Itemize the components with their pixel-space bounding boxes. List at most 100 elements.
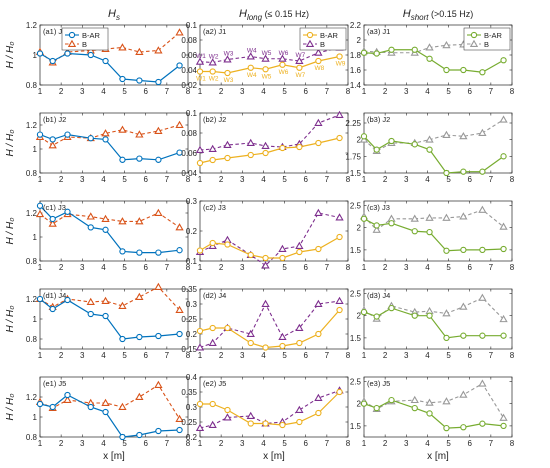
data-point-B-AR bbox=[136, 155, 143, 162]
data-point-B bbox=[48, 219, 57, 227]
data-point-B-AR bbox=[373, 50, 380, 57]
data-point-B bbox=[154, 380, 163, 388]
data-point-B bbox=[278, 244, 287, 252]
data-point-B-AR bbox=[360, 400, 368, 407]
column-title-sub: short bbox=[411, 13, 430, 22]
data-point-B-AR bbox=[209, 239, 216, 247]
y-tick-label: 2.5 bbox=[350, 377, 362, 386]
data-point-B-AR bbox=[176, 426, 183, 434]
data-point-B bbox=[478, 128, 487, 136]
panel-label: (a2) J1 bbox=[203, 27, 226, 36]
y-tick-label: 0.8 bbox=[26, 335, 38, 344]
y-tick-label: 1.5 bbox=[350, 169, 362, 178]
x-tick-label: 6 bbox=[467, 439, 472, 448]
data-point-B-AR bbox=[315, 330, 322, 338]
data-point-B bbox=[208, 58, 217, 66]
y-tick-label: 1.5 bbox=[350, 422, 362, 431]
plot-frame bbox=[39, 376, 189, 438]
data-point-B-AR bbox=[262, 66, 269, 73]
data-point-B-AR bbox=[360, 133, 368, 140]
data-point-B-AR bbox=[87, 51, 94, 59]
y-tick-label: 0.08 bbox=[181, 129, 197, 138]
panel-a2: 1 2 3 4 5 6 7 80.020.040.060.080.1W1W1W2W2W3W3W… bbox=[181, 21, 350, 96]
data-point-B-AR bbox=[36, 400, 44, 408]
panel-b1: 1 2 3 4 5 6 7 80.811.2(b1) J2H / H₀ bbox=[5, 112, 191, 184]
data-point-B-AR bbox=[247, 420, 254, 427]
data-point-B bbox=[459, 132, 468, 140]
data-point-B-AR bbox=[87, 310, 94, 318]
legend-label: B-AR bbox=[82, 31, 101, 40]
panel-label: (a3) J1 bbox=[367, 27, 390, 36]
data-point-B-AR bbox=[262, 420, 269, 427]
data-point-B-AR bbox=[262, 149, 269, 157]
x-tick-label: 6 bbox=[303, 263, 308, 272]
x-tick-label: 4 bbox=[261, 439, 266, 448]
data-point-B-AR bbox=[336, 306, 343, 314]
data-point-B-AR bbox=[136, 249, 143, 256]
x-tick-label: 6 bbox=[303, 439, 308, 448]
panel-label: (e1) J5 bbox=[43, 379, 66, 388]
data-point-B-AR bbox=[209, 324, 216, 332]
x-tick-label: 8 bbox=[186, 351, 191, 360]
x-tick-label: 1 bbox=[38, 175, 43, 184]
data-point-B bbox=[175, 120, 184, 128]
y-tick-label: 1.75 bbox=[345, 152, 361, 161]
data-point-B bbox=[246, 411, 255, 419]
data-point-B bbox=[118, 301, 127, 309]
y-tick-label: 0.04 bbox=[181, 66, 197, 75]
x-tick-label: 1 bbox=[198, 87, 203, 96]
column-title-sub: s bbox=[116, 13, 120, 22]
data-point-B-AR bbox=[336, 53, 343, 60]
plot-frame bbox=[199, 112, 349, 174]
point-label-B: W4 bbox=[247, 48, 257, 55]
data-point-B-AR bbox=[426, 410, 433, 417]
plot-frame bbox=[363, 288, 513, 350]
panel-e3: 1 2 3 4 5 6 7 8 1.5 2 2.5 (e3) J5 x [m] bbox=[350, 376, 515, 462]
data-point-B-AR bbox=[460, 332, 467, 339]
panel-label: (c2) J3 bbox=[203, 203, 226, 212]
x-tick-label: 6 bbox=[143, 175, 148, 184]
legend-label: B bbox=[82, 40, 87, 49]
data-point-B-AR bbox=[500, 422, 507, 430]
data-point-B bbox=[195, 343, 205, 351]
y-tick-label: 1 bbox=[33, 413, 38, 422]
column-title-suffix: (≤ 0.15 Hz) bbox=[262, 9, 309, 19]
y-tick-label: 1 bbox=[33, 145, 38, 154]
x-tick-label: 6 bbox=[143, 263, 148, 272]
panel-e2: 1 2 3 4 5 6 7 80.20.250.30.350.4(e2) J5x [m] bbox=[181, 373, 350, 462]
x-axis-label: x [m] bbox=[103, 451, 125, 462]
y-tick-label: 0.2 bbox=[186, 330, 198, 339]
data-point-B bbox=[261, 54, 270, 62]
x-tick-label: 2 bbox=[219, 439, 224, 448]
plot-frame bbox=[363, 200, 513, 262]
data-point-B-AR bbox=[209, 400, 216, 408]
data-point-B-AR bbox=[426, 146, 433, 153]
x-tick-label: 1 bbox=[198, 439, 203, 448]
data-point-B-AR bbox=[102, 408, 109, 416]
data-point-B bbox=[335, 110, 344, 118]
x-tick-label: 7 bbox=[489, 351, 494, 360]
y-tick-label: 1.2 bbox=[26, 209, 38, 218]
data-point-B bbox=[295, 56, 304, 64]
y-tick-label: 0.1 bbox=[186, 21, 198, 30]
x-tick-label: 1 bbox=[198, 263, 203, 272]
x-tick-label: 2 bbox=[219, 175, 224, 184]
data-point-B-AR bbox=[336, 388, 343, 396]
x-tick-label: 3 bbox=[80, 439, 85, 448]
data-point-B-AR bbox=[373, 313, 380, 320]
data-point-B-AR bbox=[224, 324, 231, 332]
data-point-B-AR bbox=[224, 154, 231, 162]
x-tick-label: 1 bbox=[38, 263, 43, 272]
data-point-B-AR bbox=[460, 66, 467, 74]
x-tick-label: 1 bbox=[38, 351, 43, 360]
legend-marker bbox=[469, 39, 479, 47]
data-point-B bbox=[295, 241, 304, 249]
x-tick-label: 2 bbox=[383, 263, 388, 272]
data-point-B-AR bbox=[176, 330, 183, 338]
data-point-B-AR bbox=[87, 135, 94, 142]
x-tick-label: 5 bbox=[122, 439, 127, 448]
data-point-B bbox=[118, 43, 127, 51]
data-point-B-AR bbox=[155, 156, 162, 163]
data-point-B bbox=[314, 299, 323, 307]
y-tick-label: 0.04 bbox=[181, 169, 197, 178]
